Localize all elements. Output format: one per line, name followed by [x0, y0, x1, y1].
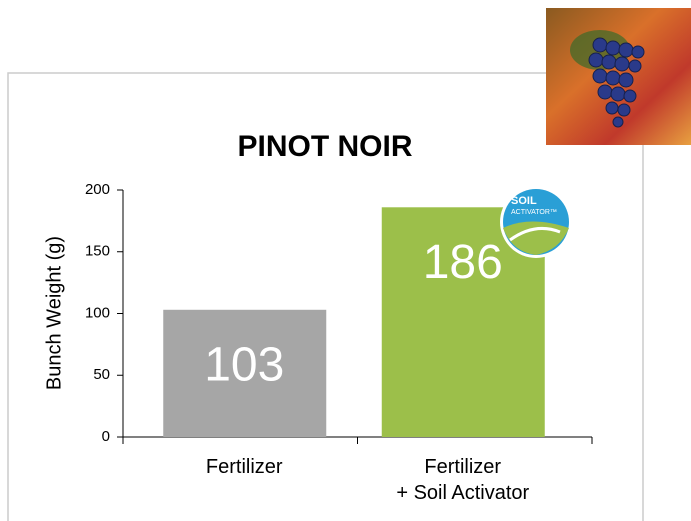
page: PINOT NOIR Bunch Weight (g) 0 50 100 150 200…: [0, 0, 691, 521]
badge-text: ACTIVATOR™: [511, 209, 557, 216]
value-label: 103: [204, 338, 284, 391]
y-tick-label: 50: [93, 366, 110, 383]
badge: SOIL ACTIVATOR™: [500, 186, 572, 258]
chart-title: PINOT NOIR: [237, 130, 412, 163]
grape-photo: [546, 8, 691, 145]
y-tick-label: 0: [102, 428, 110, 445]
y-tick-label: 100: [85, 304, 110, 321]
chart: PINOT NOIR Bunch Weight (g) 0 50 100 150 200…: [0, 0, 691, 521]
x-tick-label: Fertilizer + Soil Activator: [353, 454, 573, 506]
x-tick-label: Fertilizer: [134, 454, 354, 480]
value-label: 186: [423, 236, 503, 289]
badge-text: SOIL: [511, 195, 537, 207]
y-axis-label: Bunch Weight (g): [43, 236, 65, 390]
y-tick-label: 150: [85, 243, 110, 260]
y-tick-label: 200: [85, 181, 110, 198]
